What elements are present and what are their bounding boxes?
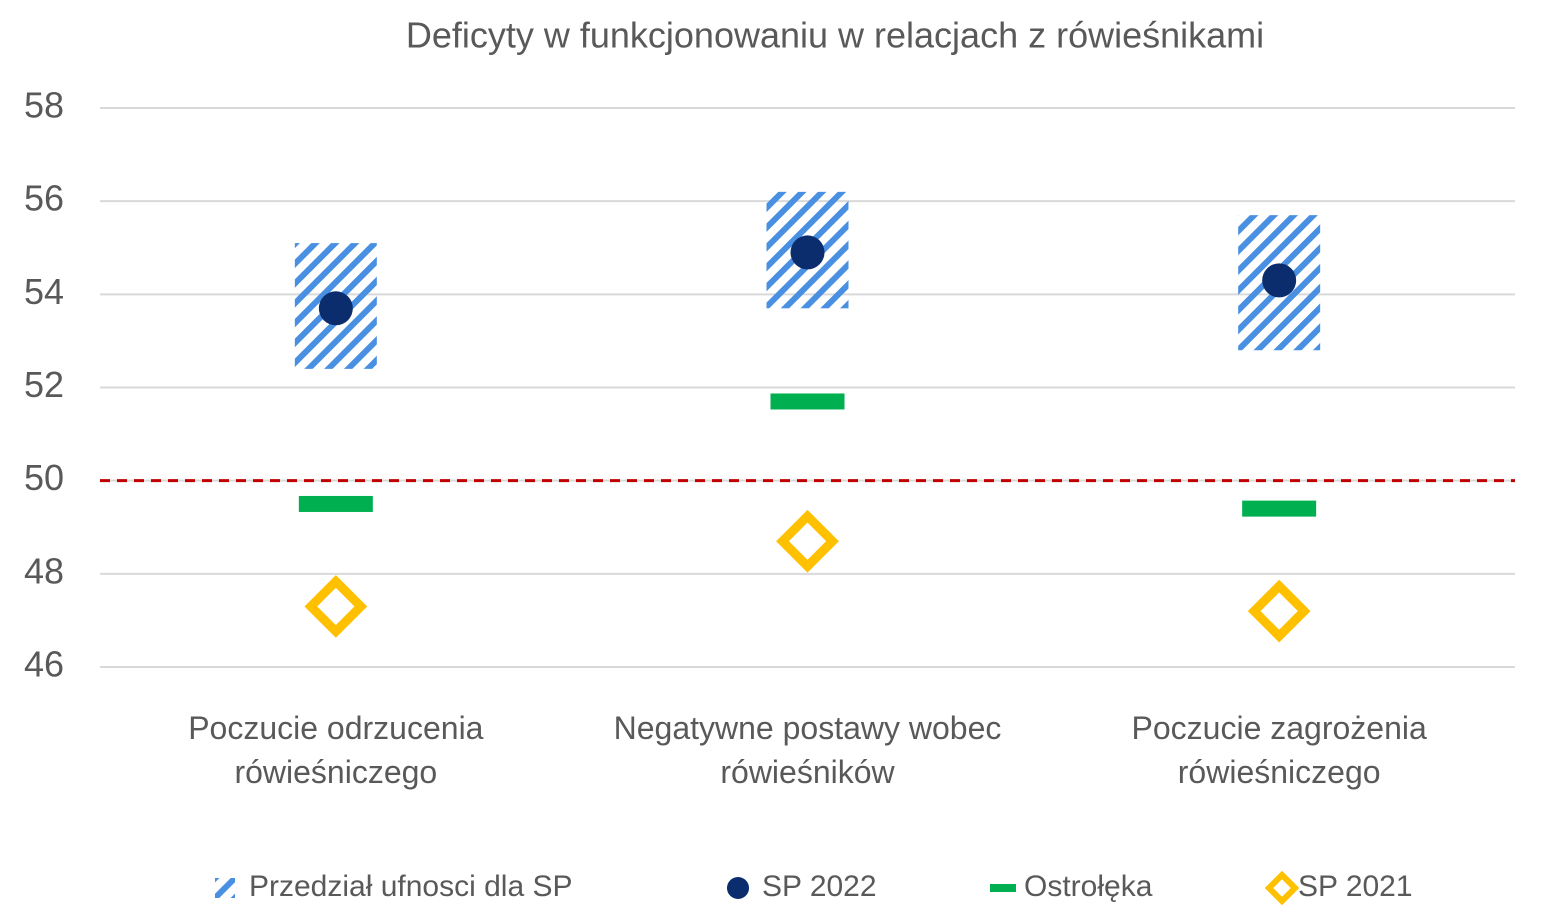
legend-label: SP 2021 [1298,870,1413,903]
y-tick-label: 58 [24,85,64,126]
legend-icon [215,878,235,898]
y-tick-label: 54 [24,271,64,312]
diamond [1247,579,1311,643]
legend-icon [990,884,1016,892]
legend-label: Ostrołęka [1024,870,1153,903]
y-tick-label: 56 [24,178,64,219]
diamond [776,509,839,573]
y-tick-label: 50 [24,457,64,498]
legend-label: SP 2022 [762,870,877,903]
dash [298,495,373,512]
chart-title: Deficyty w funkcjonowaniu w relacjach z … [406,15,1264,56]
x-tick-label: Negatywne postawy wobec rówieśników [613,710,1002,790]
x-tick-label: Poczucie odrzucenia rówieśniczego [188,710,484,790]
y-tick-label: 46 [24,644,64,685]
dot [1262,263,1297,298]
y-tick-label: 48 [24,550,64,591]
legend-icon [727,877,749,899]
dot [790,235,825,270]
legend-label: Przedział ufnosci dla SP [249,870,573,903]
y-tick-label: 52 [24,364,64,405]
dot [318,291,353,326]
legend-icon [1264,870,1300,906]
dash [770,393,845,410]
dash [1242,500,1317,517]
x-tick-label: Poczucie zagrożenia rówieśniczego [1131,710,1427,790]
diamond [304,575,368,638]
